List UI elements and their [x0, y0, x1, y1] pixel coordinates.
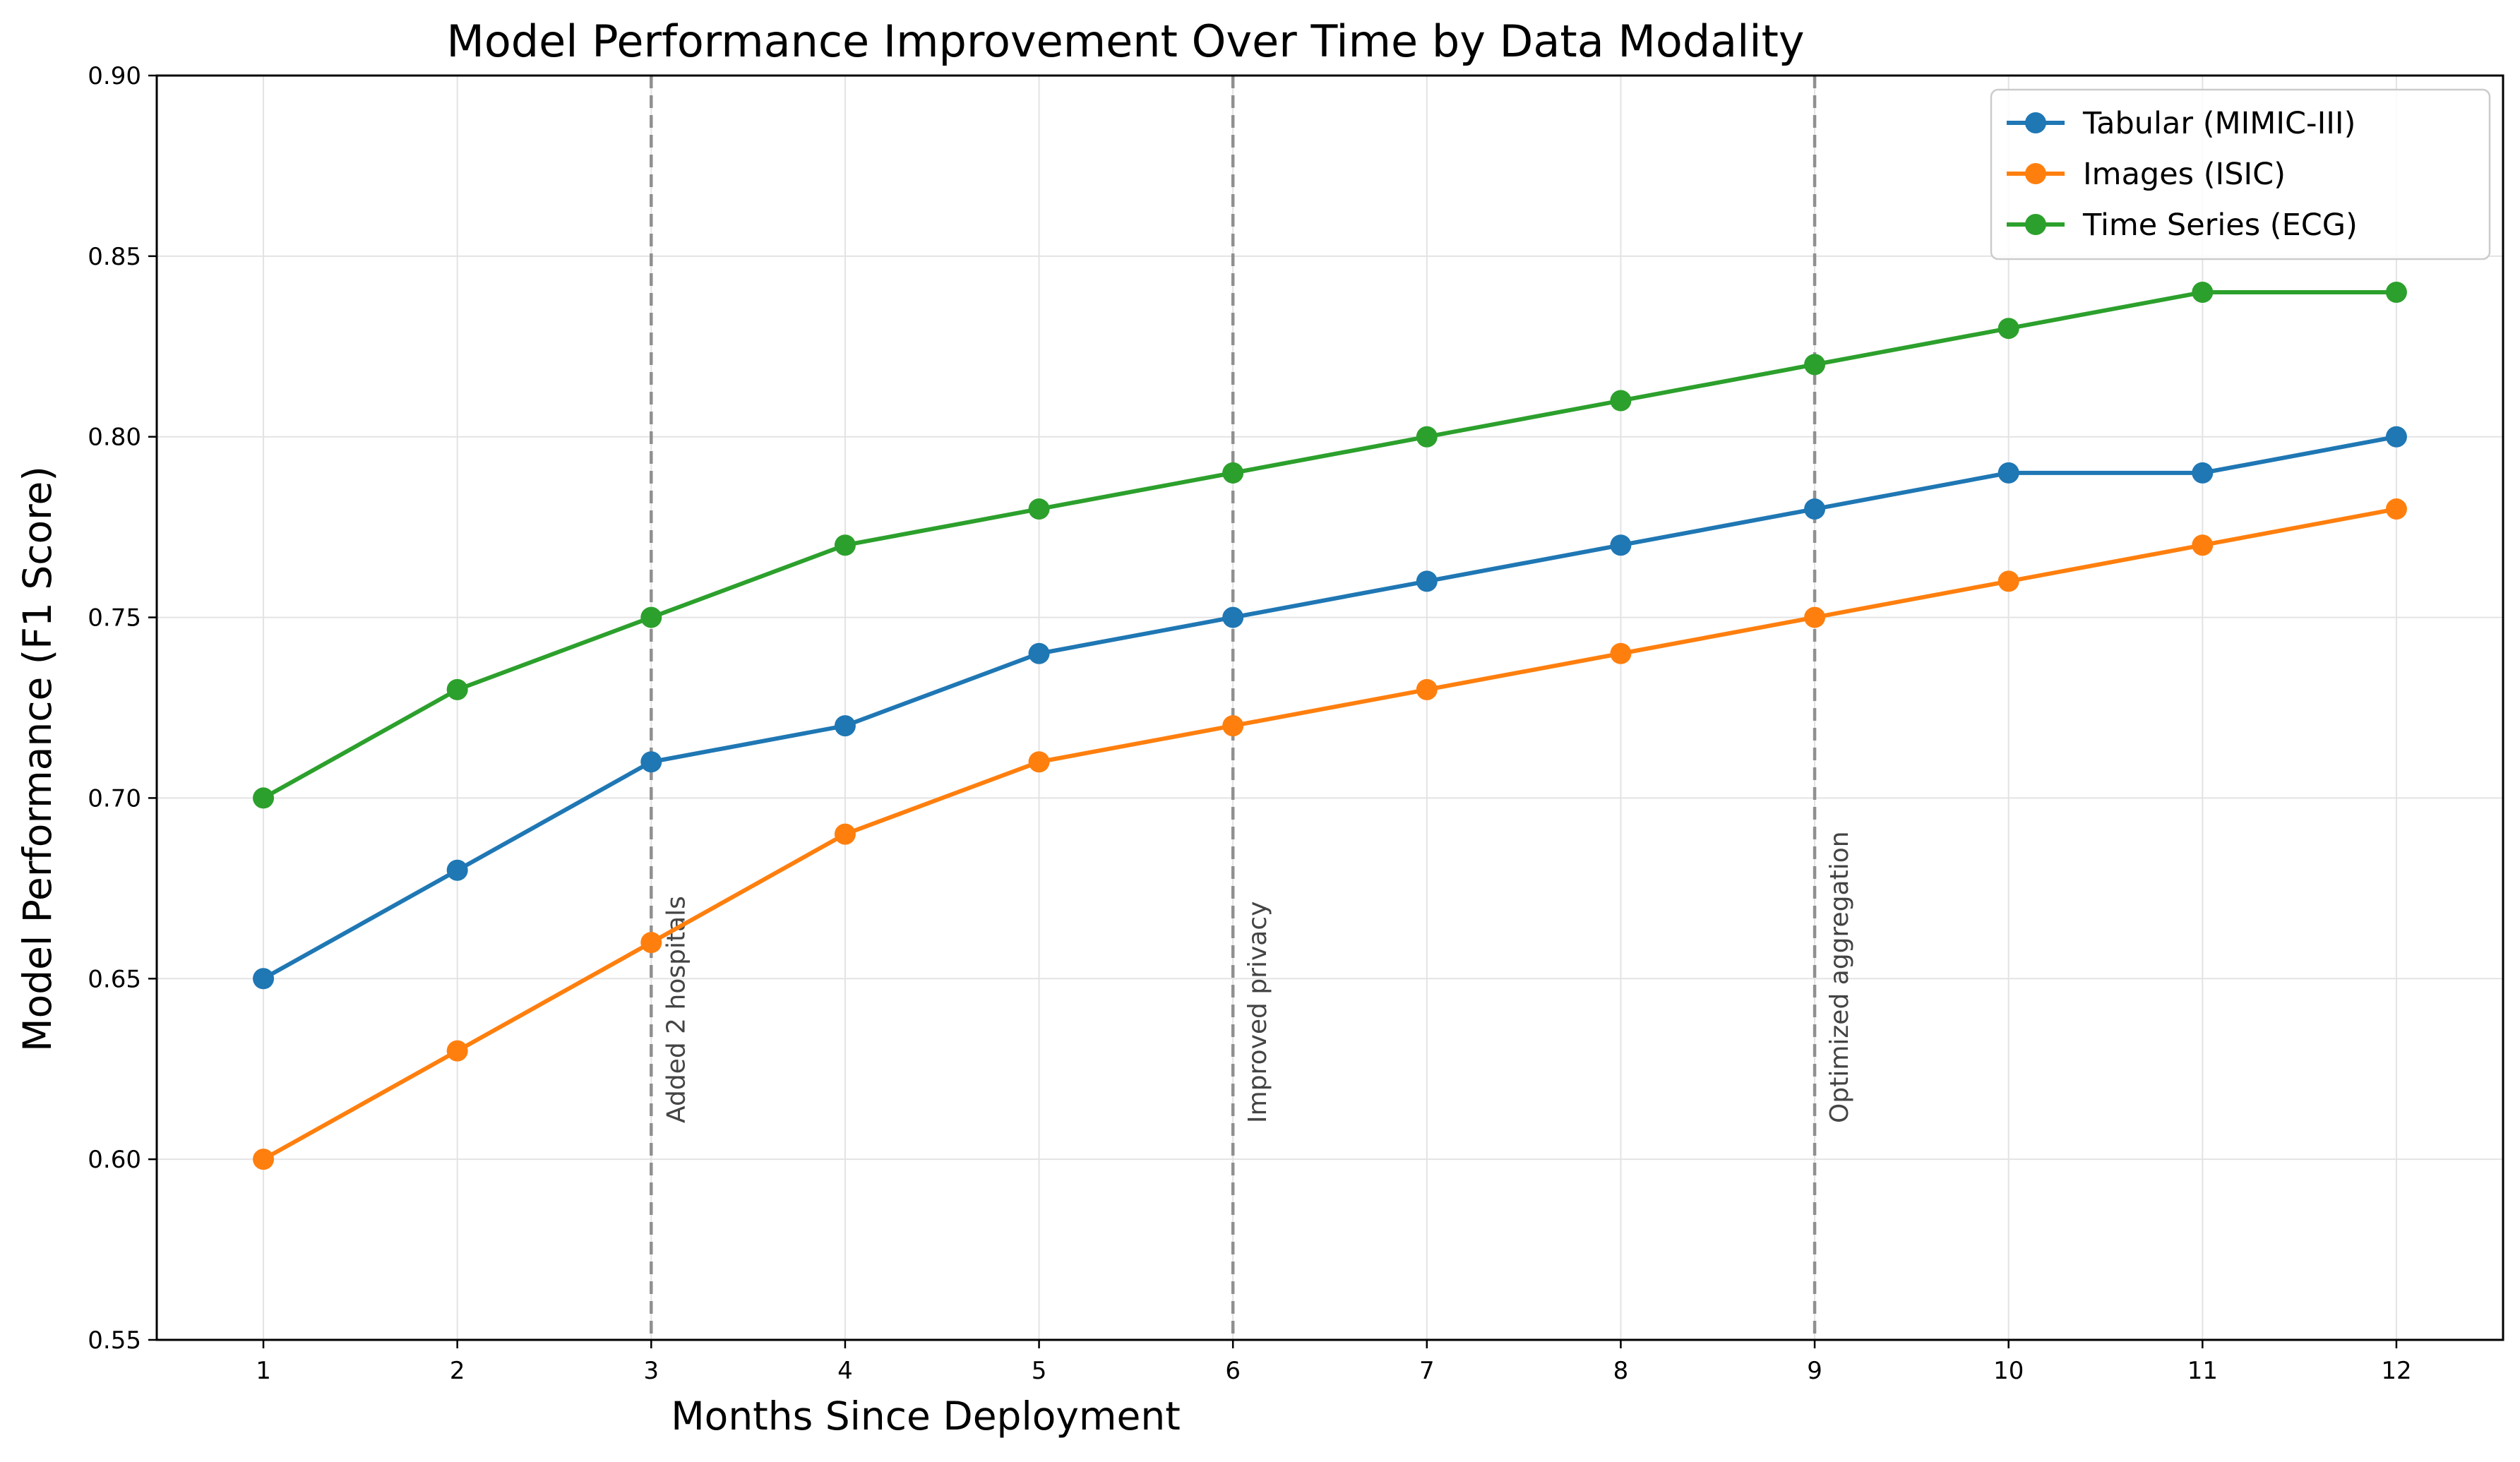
series-line — [262, 507, 2397, 1161]
x-tick-label: 7 — [1419, 1357, 1435, 1385]
x-tick-label: 4 — [837, 1357, 853, 1385]
series-line — [262, 290, 2396, 801]
x-tick-label: 2 — [450, 1357, 465, 1385]
legend-box — [1990, 88, 2491, 260]
data-point — [1804, 606, 1826, 628]
data-point — [1610, 390, 1632, 412]
data-point — [1610, 534, 1632, 556]
data-point — [1416, 426, 1438, 448]
x-tick-label: 8 — [1613, 1357, 1629, 1385]
event-lines: Added 2 hospitals Improved privacy Optimiz… — [650, 76, 1854, 1340]
data-point — [1028, 498, 1050, 520]
data-point — [834, 534, 856, 556]
legend-label: Tabular (MIMIC-III) — [2082, 106, 2355, 141]
y-tick-label: 0.55 — [88, 1326, 141, 1355]
y-tick-label: 0.65 — [88, 965, 141, 993]
data-point — [834, 715, 856, 737]
y-axis-label: Model Performance (F1 Score) — [15, 466, 60, 1052]
data-point — [640, 606, 662, 628]
x-tick-label: 6 — [1225, 1357, 1241, 1385]
data-point — [1998, 318, 2019, 340]
data-point — [1416, 678, 1438, 700]
data-point — [1998, 570, 2019, 592]
data-point — [834, 823, 856, 845]
y-tick-label: 0.85 — [88, 243, 141, 271]
series-line — [262, 434, 2397, 981]
data-point — [2385, 282, 2407, 304]
axis-ticks: 1 2 3 4 5 6 7 8 9 10 11 120.550.600.650.700.750.800… — [88, 62, 2411, 1385]
data-point — [1028, 642, 1050, 664]
data-point — [640, 751, 662, 773]
data-point — [1028, 751, 1050, 773]
x-tick-label: 5 — [1032, 1357, 1047, 1385]
event-annotation: Improved privacy — [1243, 901, 1272, 1123]
data-point — [2192, 534, 2214, 556]
data-point — [446, 859, 468, 881]
x-tick-label: 3 — [643, 1357, 659, 1385]
data-point — [1222, 606, 1244, 628]
data-point — [1222, 462, 1244, 484]
y-tick-label: 0.75 — [88, 604, 141, 633]
y-tick-label: 0.80 — [88, 424, 141, 452]
x-tick-label: 10 — [1993, 1357, 2024, 1385]
data-point — [2385, 498, 2407, 520]
series-lines — [253, 282, 2407, 1170]
data-point — [2192, 462, 2214, 484]
x-axis-label: Months Since Deployment — [671, 1394, 1181, 1439]
x-tick-label: 1 — [256, 1357, 271, 1385]
y-tick-label: 0.90 — [88, 62, 141, 90]
legend-label: Time Series (ECG) — [2082, 208, 2358, 243]
chart-title: Model Performance Improvement Over Time … — [446, 16, 1804, 67]
data-point — [1416, 570, 1438, 592]
data-point — [1222, 715, 1244, 737]
data-point — [640, 932, 662, 954]
data-point — [1804, 354, 1826, 376]
x-tick-label: 9 — [1807, 1357, 1822, 1385]
y-tick-label: 0.60 — [88, 1146, 141, 1174]
data-point — [1610, 642, 1632, 664]
legend-marker — [2025, 163, 2046, 184]
plot-frame — [155, 74, 2504, 1341]
legend: Tabular (MIMIC-III) Images (ISIC) Time Ser… — [1990, 88, 2491, 260]
x-tick-label: 11 — [2187, 1357, 2218, 1385]
data-point — [2385, 426, 2407, 448]
legend-marker — [2025, 112, 2046, 133]
x-tick-label: 12 — [2381, 1357, 2411, 1385]
y-tick-label: 0.70 — [88, 784, 141, 813]
legend-marker — [2025, 214, 2046, 235]
data-point — [1804, 498, 1826, 520]
data-point — [253, 1149, 275, 1170]
data-point — [1998, 462, 2019, 484]
event-annotation: Optimized aggregation — [1825, 831, 1854, 1123]
data-point — [446, 1040, 468, 1062]
data-point — [446, 678, 468, 700]
legend-label: Images (ISIC) — [2083, 157, 2286, 192]
data-point — [253, 968, 275, 990]
data-point — [253, 787, 275, 809]
data-point — [2192, 282, 2214, 304]
